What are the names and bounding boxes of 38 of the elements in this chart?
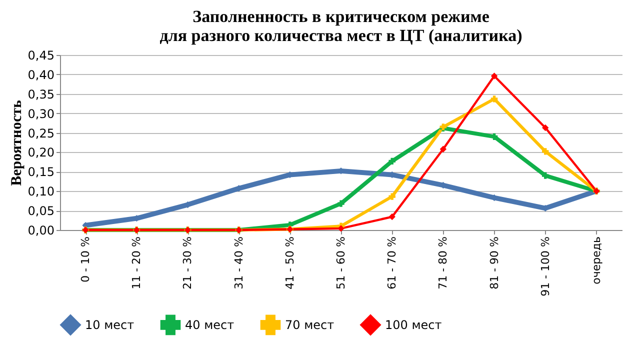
legend-label: 40 мест (185, 318, 234, 332)
point (490, 72, 498, 80)
legend-label: 100 мест (385, 318, 442, 332)
point (338, 200, 344, 207)
y-tick-label: 0,10 (28, 184, 54, 199)
x-tick-label: 41 - 50 % (283, 236, 296, 290)
y-tick-label: 0,45 (28, 48, 54, 62)
x-tick-label: 61 - 70 % (386, 236, 399, 290)
y-tick-label: 0,15 (28, 165, 54, 180)
x-tick-label: очередь (590, 236, 603, 284)
y-tick-label: 0,35 (28, 87, 54, 102)
y-tick-label: 0,40 (28, 68, 54, 82)
x-tick-label: 51 - 60 % (334, 236, 348, 290)
y-axis-title: Вероятность (8, 100, 25, 186)
y-tick-label: 0,30 (28, 106, 54, 121)
point (388, 193, 396, 200)
x-tick-label: 21 - 30 % (181, 236, 194, 290)
x-tick-label: 81 - 90 % (488, 236, 501, 290)
point (388, 213, 396, 220)
point (440, 146, 447, 152)
point (542, 172, 549, 179)
x-tick-label: 0 - 10 % (79, 236, 92, 282)
point (388, 158, 396, 165)
point (338, 225, 344, 232)
y-tick-label: 0,05 (28, 204, 54, 218)
legend-label: 70 мест (285, 318, 334, 332)
legend-label: 10 мест (85, 318, 134, 332)
x-tick-label: 91 - 100 % (538, 236, 552, 296)
y-tick-label: 0,25 (28, 126, 54, 140)
y-tick-label: 0,00 (28, 224, 54, 238)
point (490, 96, 498, 102)
x-tick-label: 11 - 20 % (130, 236, 144, 290)
chart-title: Заполненность в критическом режиме для разного количества мест в ЦТ (аналитика) (160, 7, 522, 45)
x-tick-label: 71 - 80 % (436, 236, 450, 290)
point (542, 124, 549, 132)
y-tick-label: 0,20 (28, 146, 54, 160)
point (542, 148, 549, 155)
x-tick-label: 31 - 40 % (232, 236, 246, 290)
